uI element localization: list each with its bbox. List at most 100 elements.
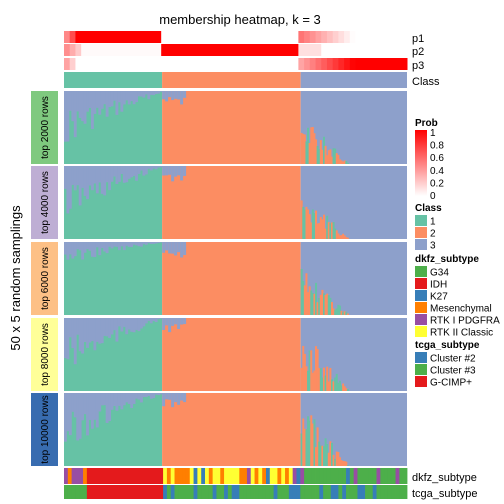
noise-cell	[78, 91, 82, 118]
noise-cell	[81, 242, 85, 260]
noise-cell	[147, 393, 151, 396]
dkfz-subtype-cell	[349, 468, 355, 484]
dkfz-subtype-cell	[258, 468, 263, 484]
noise-cell	[319, 216, 322, 239]
noise-cell	[66, 166, 70, 214]
tcga-subtype-cell	[220, 485, 225, 499]
noise-cell	[340, 235, 343, 239]
noise-cell	[311, 423, 314, 466]
tcga-legend-label: G-CIMP+	[430, 378, 472, 389]
noise-cell	[154, 91, 158, 95]
prob-cell	[384, 31, 391, 43]
prob-cell	[304, 58, 311, 70]
noise-cell	[318, 368, 321, 391]
prob-cell	[332, 31, 339, 43]
tcga-subtype-cell	[94, 485, 99, 499]
tcga-subtype-cell	[380, 485, 385, 499]
noise-cell	[68, 393, 72, 436]
noise-cell	[147, 318, 151, 321]
tcga-subtype-cell	[384, 485, 389, 499]
noise-cell	[137, 242, 141, 247]
noise-cell	[115, 318, 119, 342]
noise-cell	[98, 318, 102, 344]
noise-cell	[154, 166, 158, 170]
row-group-label: top 4000 rows	[40, 171, 51, 234]
prob-cell	[229, 58, 236, 70]
prob-cell	[224, 58, 231, 70]
noise-cell	[168, 166, 172, 175]
row-group-labels: top 2000 rows top 4000 rows top 6000 rows t…	[31, 91, 58, 466]
dkfz-subtype-cell	[109, 468, 114, 484]
tcga-subtype-cell	[75, 485, 80, 499]
noise-cell	[332, 148, 335, 164]
dkfz-subtype-cell	[185, 468, 191, 484]
class-2-block	[162, 393, 301, 466]
tcga-subtype-cell	[391, 485, 396, 499]
noise-cell	[76, 166, 80, 186]
tcga-subtype-cell	[102, 485, 107, 499]
noise-cell	[177, 318, 181, 329]
noise-cell	[81, 166, 85, 188]
noise-cell	[302, 206, 305, 239]
noise-cell	[162, 318, 166, 331]
row-group-bar	[31, 91, 58, 164]
row-group-label: top 10000 rows	[40, 395, 51, 463]
class-swatch	[415, 215, 427, 226]
noise-cell	[154, 318, 158, 323]
noise-cell	[300, 132, 303, 164]
noise-cell	[113, 393, 116, 406]
prob-cell	[166, 44, 174, 56]
noise-cell	[334, 458, 337, 466]
prob-cell	[212, 58, 219, 70]
dkfz-subtype-cell	[193, 468, 198, 484]
tcga-subtype-cell	[269, 485, 275, 499]
noise-cell	[302, 133, 305, 164]
prob-cell	[224, 44, 231, 56]
dkfz-subtype-cell	[174, 468, 179, 484]
tcga-subtype-cell	[349, 485, 355, 499]
noise-cell	[149, 91, 153, 95]
noise-cell	[345, 237, 348, 239]
track-label: p3	[412, 60, 424, 72]
prob-cell	[195, 44, 202, 56]
noise-cell	[93, 393, 97, 420]
y-axis-label: 50 x 5 random samplings	[8, 205, 23, 351]
noise-cell	[330, 442, 333, 466]
bottom-track-label: dkfz_subtype	[412, 472, 477, 484]
class-swatch	[415, 239, 427, 250]
dkfz-subtype-cell	[277, 468, 282, 484]
tcga-subtype-cell	[166, 485, 172, 499]
prob-cell	[246, 58, 254, 70]
noise-cell	[125, 242, 129, 246]
prob-cell	[372, 58, 379, 70]
noise-cell	[86, 91, 89, 112]
noise-cell	[174, 242, 178, 256]
noise-cell	[165, 393, 169, 400]
dkfz-legend-label: Mesenchymal	[430, 304, 492, 315]
noise-cell	[127, 318, 131, 330]
dkfz-subtype-cell	[205, 468, 210, 484]
prob-cell	[401, 58, 408, 70]
noise-cell	[303, 209, 306, 239]
noise-cell	[303, 134, 306, 164]
dkfz-subtype-cell	[380, 468, 385, 484]
noise-cell	[73, 242, 77, 257]
noise-cell	[180, 242, 184, 258]
tcga-subtype-cell	[292, 485, 297, 499]
noise-cell	[330, 302, 333, 315]
tcga-subtype-cell	[376, 485, 381, 499]
noise-cell	[83, 318, 87, 343]
noise-cell	[337, 154, 340, 164]
dkfz-subtype-cell	[376, 468, 381, 484]
tcga-subtype-cell	[334, 485, 339, 499]
dkfz-subtype-cell	[140, 468, 145, 484]
dkfz-subtype-cell	[71, 468, 76, 484]
dkfz-subtype-cell	[155, 468, 160, 484]
noise-cell	[316, 349, 319, 391]
tcga-subtype-cell	[163, 485, 168, 499]
prob-cell	[132, 58, 139, 70]
tcga-subtype-cell	[201, 485, 206, 499]
dkfz-subtype-cell	[90, 468, 95, 484]
prob-cell	[321, 31, 328, 43]
